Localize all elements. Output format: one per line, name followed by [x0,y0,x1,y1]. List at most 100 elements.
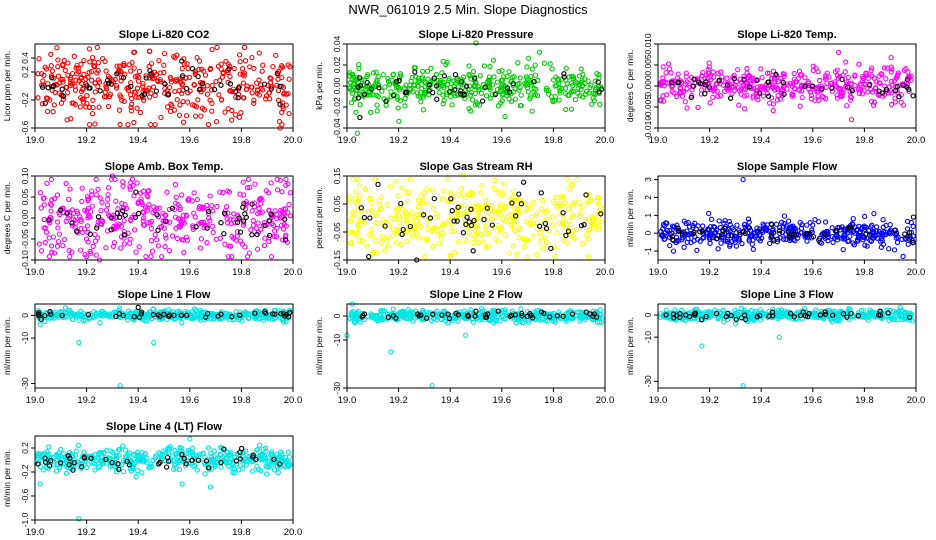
data-point [57,207,64,213]
data-point [268,180,274,186]
data-point [869,73,875,79]
data-point [220,70,226,77]
data-point [234,219,241,226]
data-point [670,248,677,254]
data-point [135,210,142,217]
data-point [538,190,544,196]
y-tick-label: 0.00 [20,209,30,226]
data-point [254,246,261,252]
data-point [120,443,126,449]
data-point [501,181,507,187]
data-point [506,68,512,75]
data-point [121,61,127,67]
data-point [415,197,422,204]
data-point [132,73,139,80]
data-point [368,109,374,116]
data-point [195,73,201,80]
data-point [38,248,45,254]
data-point [209,82,215,89]
data-point [860,75,866,82]
data-point [354,130,360,136]
data-point [183,85,190,92]
data-point [741,106,748,112]
x-tick-label: 20.0 [596,267,615,278]
data-point [210,208,216,214]
data-point [749,241,755,247]
data-point [484,214,491,220]
data-point [155,78,161,84]
data-point [119,97,125,103]
data-point [388,349,394,355]
data-point [434,214,441,220]
data-point [364,79,370,86]
data-point [176,112,183,118]
data-point [50,234,57,240]
data-point [178,219,184,225]
data-point [804,238,810,244]
data-point [41,216,47,223]
data-point [483,93,490,99]
data-point [287,213,293,219]
data-point [97,88,103,94]
data-point [356,237,362,244]
data-point [213,118,220,125]
data-point [164,104,171,110]
data-point [131,227,138,233]
data-point [259,87,266,93]
data-point [60,96,67,102]
data-point [569,80,575,86]
data-point [211,448,217,454]
data-point [467,73,473,79]
data-point [706,85,713,91]
data-point [51,195,58,202]
data-point [135,199,142,205]
x-tick-label: 19.8 [544,135,563,146]
y-tick-label: -0.6 [20,120,30,135]
data-point [852,83,858,89]
data-point [732,321,739,327]
data-point [106,80,112,86]
data-point [64,117,70,123]
data-point [536,49,543,55]
data-point [443,90,450,96]
data-point [179,65,185,72]
data-point [390,92,397,99]
data-point [44,108,51,115]
x-tick-label: 19.2 [700,135,719,146]
data-point [532,72,539,78]
data-point [775,79,781,85]
data-point [504,85,511,91]
data-point [270,63,276,70]
data-point [115,206,121,212]
data-point [169,205,176,211]
data-point [399,184,405,191]
data-point [201,219,207,225]
data-point [225,210,231,216]
data-point [179,82,185,88]
data-point [716,77,722,84]
y-axis-label: kPa per min. [314,62,324,110]
data-point [103,245,109,251]
data-point [141,97,147,103]
data-point [214,203,220,210]
data-point [848,80,855,86]
data-point [453,80,459,86]
data-point [120,208,126,214]
data-point [472,75,478,82]
data-point [463,83,470,89]
data-point [221,231,227,237]
data-point [240,220,247,226]
data-point [190,226,197,233]
data-point [117,92,123,98]
data-point [218,82,224,88]
data-point [508,211,514,217]
data-point [92,231,98,238]
data-point [698,87,705,93]
data-point [903,66,909,72]
data-point [128,68,134,74]
data-point [228,117,235,123]
data-point [660,93,666,99]
data-point [585,236,592,242]
data-point [468,222,475,229]
